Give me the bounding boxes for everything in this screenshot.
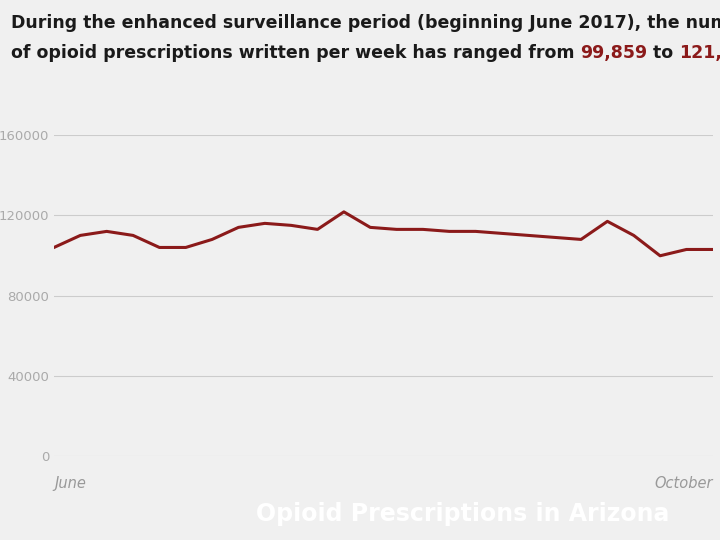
Text: During the enhanced surveillance period (beginning June 2017), the number: During the enhanced surveillance period … xyxy=(11,14,720,31)
Text: October: October xyxy=(654,476,713,490)
Text: Opioid Prescriptions in Arizona: Opioid Prescriptions in Arizona xyxy=(256,502,670,526)
Text: of opioid prescriptions written per week has ranged from: of opioid prescriptions written per week… xyxy=(11,44,580,62)
Text: to: to xyxy=(647,44,680,62)
Text: 99,859: 99,859 xyxy=(580,44,647,62)
Text: June: June xyxy=(54,476,86,490)
Text: 121,722: 121,722 xyxy=(680,44,720,62)
